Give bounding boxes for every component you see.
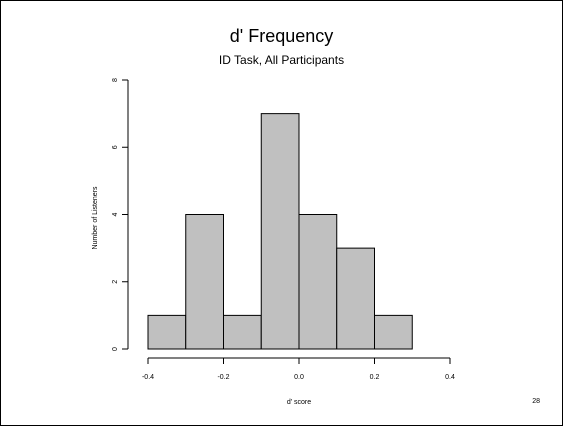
histogram-bar [298,214,338,350]
y-tick-label: 4 [112,212,119,216]
x-axis-label: d' score [287,399,311,406]
histogram-bar [185,214,224,350]
y-tick-label: 8 [112,78,119,82]
histogram-bar [374,314,413,350]
y-axis-label: Number of Listeners [92,186,99,250]
bars-group [147,113,413,350]
x-tick-label: 0.0 [294,374,304,381]
histogram-bar [147,314,187,350]
x-tick-label: -0.4 [142,374,154,381]
histogram-bar [260,113,300,350]
chart-subtitle: ID Task, All Participants [218,53,345,67]
chart-title: d' Frequency [229,26,334,46]
x-axis: -0.4 -0.2 0.0 0.2 0.4 [142,357,455,381]
page-number: 28 [532,398,540,405]
x-tick-label: 0.2 [370,374,380,381]
x-tick-label: -0.2 [217,374,229,381]
y-tick-label: 2 [112,280,119,284]
histogram-bar [223,314,262,350]
histogram-bar [336,247,375,350]
x-tick-label: 0.4 [445,374,455,381]
y-tick-label: 6 [112,145,119,149]
y-axis: 0 2 4 6 8 [112,78,129,351]
y-tick-label: 0 [112,347,119,351]
